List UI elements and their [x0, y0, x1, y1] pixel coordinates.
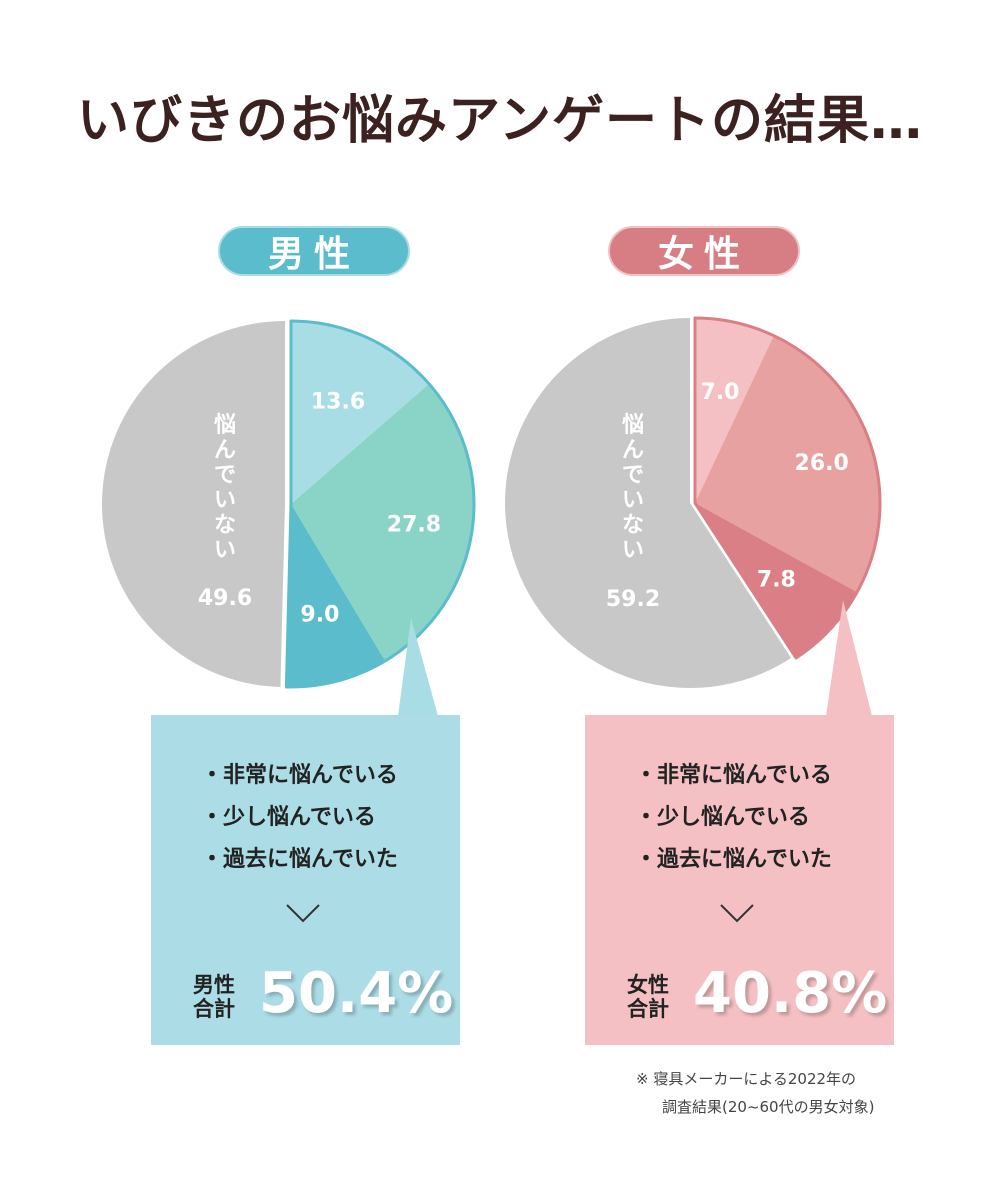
- data-label: 9.0: [300, 603, 339, 628]
- callout-pointer: [826, 600, 872, 716]
- not-troubled-label: 悩んでいない: [622, 413, 644, 563]
- male-badge: 男性: [218, 226, 410, 276]
- data-label: 26.0: [795, 451, 849, 476]
- data-label: 7.8: [757, 567, 796, 592]
- slice-some: [695, 503, 858, 658]
- male-total-label: 男性 合計: [193, 973, 235, 1021]
- bullet-item: ・少し悩んでいる: [635, 805, 810, 830]
- female-badge: 女性: [608, 226, 800, 276]
- slice-very: [695, 335, 881, 593]
- data-label: 27.8: [387, 512, 441, 537]
- bullet-item: ・非常に悩んでいる: [635, 763, 832, 788]
- not-troubled-label: 悩んでいない: [214, 413, 236, 563]
- female-bullet-list: ・非常に悩んでいる ・少し悩んでいる ・過去に悩んでいた: [635, 755, 832, 881]
- footnote: ※ 寝具メーカーによる2022年の 調査結果(20~60代の男女対象): [636, 1070, 875, 1116]
- page-title: いびきのお悩みアンゲートの結果…: [77, 91, 923, 151]
- male-total-value: 50.4%: [259, 961, 454, 1026]
- female-pie-chart: 7.0 26.0 7.8 59.2 悩んでいない: [505, 316, 882, 716]
- bullet-item: ・非常に悩んでいる: [201, 763, 398, 788]
- slice-past: [695, 318, 774, 503]
- slice-past: [291, 321, 430, 504]
- bullet-item: ・少し悩んでいる: [201, 805, 376, 830]
- female-summary-box: ・非常に悩んでいる ・少し悩んでいる ・過去に悩んでいた 女性 合計 40.8%: [585, 715, 894, 1045]
- troubled-outline: [284, 319, 476, 689]
- male-pie-chart: 13.6 27.8 9.0 49.6 悩んでいない: [102, 319, 476, 716]
- slice-none: [505, 318, 792, 688]
- slice-none: [102, 320, 285, 687]
- chevron-down-icon: [286, 904, 320, 923]
- slice-some: [286, 504, 386, 687]
- bullet-item: ・過去に悩んでいた: [201, 847, 398, 872]
- callout-pointer: [398, 618, 438, 716]
- slice-very: [291, 383, 474, 661]
- female-total-value: 40.8%: [693, 961, 888, 1026]
- chevron-down-icon: [720, 904, 754, 923]
- data-label: 49.6: [198, 586, 252, 611]
- bullet-item: ・過去に悩んでいた: [635, 847, 832, 872]
- male-summary-box: ・非常に悩んでいる ・少し悩んでいる ・過去に悩んでいた 男性 合計 50.4%: [151, 715, 460, 1045]
- data-label: 7.0: [701, 380, 740, 405]
- male-bullet-list: ・非常に悩んでいる ・少し悩んでいる ・過去に悩んでいた: [201, 755, 398, 881]
- data-label: 59.2: [606, 587, 660, 612]
- data-label: 13.6: [311, 390, 365, 415]
- female-total-label: 女性 合計: [627, 973, 669, 1021]
